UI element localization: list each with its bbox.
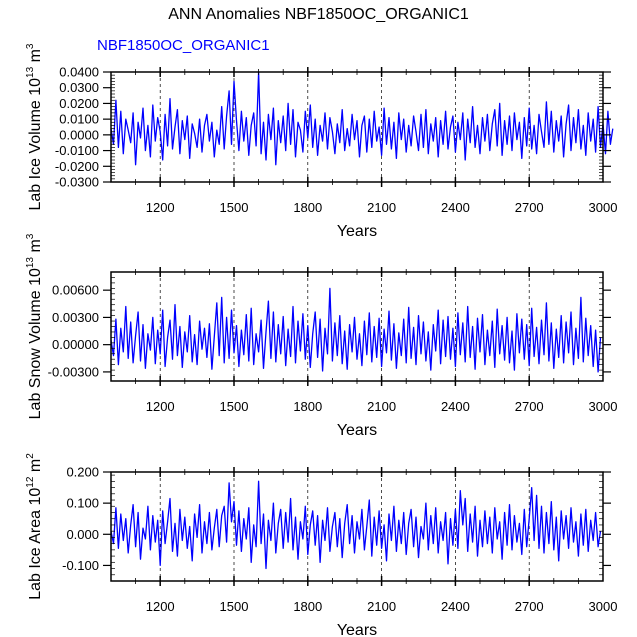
x-tick-label: 2400: [441, 399, 470, 414]
y-axis-title-text: Lab Ice Volume 10: [27, 78, 44, 211]
y-tick-label: 0.0400: [59, 65, 99, 80]
x-tick-label: 2400: [441, 200, 470, 215]
x-tick-label: 1800: [293, 200, 322, 215]
y-axis-title-text: Lab Ice Area 10: [27, 488, 44, 600]
y-tick-label: 0.100: [66, 496, 99, 511]
x-tick-label: 1200: [146, 200, 175, 215]
y-tick-label: 0.0000: [59, 127, 99, 142]
x-tick-label: 3000: [589, 599, 618, 614]
x-tick-label: 2700: [515, 399, 544, 414]
y-tick-label: -0.100: [62, 558, 99, 573]
x-tick-label: 1200: [146, 399, 175, 414]
y-axis-title-unit-exponent: 3: [25, 43, 36, 49]
x-tick-label: 1500: [220, 200, 249, 215]
x-tick-label: 3000: [589, 200, 618, 215]
y-axis-title-unit: m: [27, 459, 44, 477]
x-axis-title: Years: [337, 223, 377, 240]
x-tick-label: 2100: [367, 599, 396, 614]
y-axis-title-text: Lab Snow Volume 10: [27, 268, 44, 419]
y-axis-title: Lab Snow Volume 1013 m3: [25, 233, 44, 419]
x-tick-label: 2400: [441, 599, 470, 614]
y-axis-title-unit: m: [27, 49, 44, 67]
x-axis-title: Years: [337, 422, 377, 439]
x-tick-label: 1800: [293, 599, 322, 614]
y-tick-label: 0.0100: [59, 112, 99, 127]
chart-panel-3: 1200 1500 1800 2100 2400 2700 3000 -0.100 0.000 0…: [25, 453, 617, 637]
y-tick-label: -0.0200: [55, 159, 99, 174]
chart-panel-2: 1200 1500 1800 2100 2400 2700 3000 -0.00300 0.00…: [25, 233, 617, 439]
y-axis-title-unit-exponent: 3: [25, 233, 36, 239]
x-tick-label: 2700: [515, 200, 544, 215]
y-tick-label: -0.0100: [55, 143, 99, 158]
x-tick-label: 1500: [220, 399, 249, 414]
figure-title: ANN Anomalies NBF1850OC_ORGANIC1: [168, 6, 469, 23]
y-tick-label: 0.00300: [52, 310, 99, 325]
data-series-line: [110, 480, 602, 570]
y-axis-title: Lab Ice Volume 1013 m3: [25, 43, 44, 210]
chart-panel-1: 1200 1500 1800 2100 2400 2700 3000 -0.0300-0.02…: [25, 43, 617, 240]
x-tick-label: 1500: [220, 599, 249, 614]
y-tick-label: 0.0200: [59, 96, 99, 111]
data-series-line: [110, 287, 602, 373]
y-tick-label: 0.00000: [52, 337, 99, 352]
y-tick-label: 0.200: [66, 465, 99, 480]
x-tick-label: 3000: [589, 399, 618, 414]
x-tick-label: 1800: [293, 399, 322, 414]
y-axis-title-unit: m: [27, 239, 44, 257]
y-tick-label: -0.00300: [48, 364, 99, 379]
y-axis-title-exponent: 12: [25, 476, 36, 488]
x-axis-title: Years: [337, 622, 377, 637]
y-axis-title-exponent: 13: [25, 66, 36, 78]
y-axis-title-unit-exponent: 2: [25, 453, 36, 459]
y-axis-title-exponent: 13: [25, 257, 36, 269]
data-series-line: [110, 71, 614, 166]
y-tick-label: 0.0300: [59, 80, 99, 95]
x-tick-label: 2700: [515, 599, 544, 614]
x-tick-label: 2100: [367, 399, 396, 414]
y-tick-label: -0.0300: [55, 175, 99, 190]
case-name-label: NBF1850OC_ORGANIC1: [97, 37, 270, 54]
x-tick-label: 2100: [367, 200, 396, 215]
y-tick-label: 0.00600: [52, 283, 99, 298]
x-tick-label: 1200: [146, 599, 175, 614]
y-axis-title: Lab Ice Area 1012 m2: [25, 453, 44, 600]
y-tick-label: 0.000: [66, 527, 99, 542]
